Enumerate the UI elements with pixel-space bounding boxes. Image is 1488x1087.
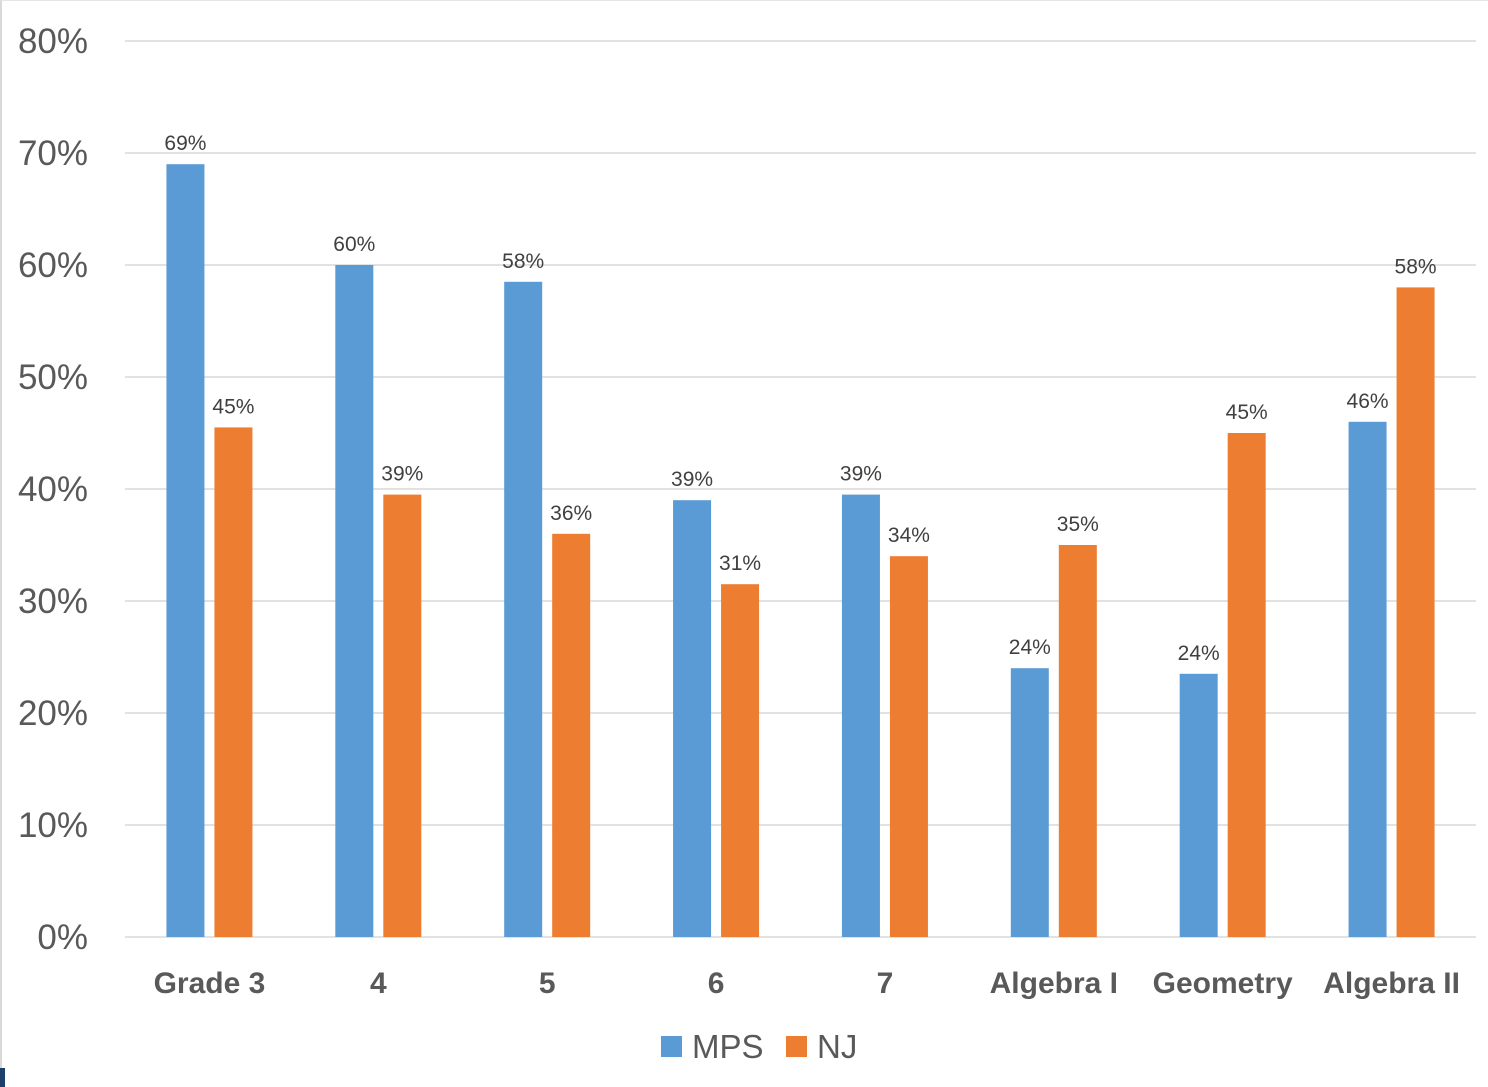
bar-mps xyxy=(673,500,712,937)
data-label: 39% xyxy=(671,468,713,491)
x-tick-label: 7 xyxy=(877,967,894,1000)
bar-nj xyxy=(383,494,422,937)
data-label: 39% xyxy=(381,463,423,486)
x-tick-label: Geometry xyxy=(1153,967,1293,1000)
data-label: 24% xyxy=(1009,636,1051,659)
y-axis-ticks: 0% 10% 20% 30% 40% 50% 60% 70% 80% xyxy=(18,22,88,957)
data-label: 36% xyxy=(550,502,592,525)
bar-mps xyxy=(1010,668,1049,937)
x-tick-label: Algebra II xyxy=(1323,967,1460,1000)
x-tick-label: 6 xyxy=(708,967,725,1000)
data-label: 34% xyxy=(888,524,930,547)
x-tick-label: Grade 3 xyxy=(154,967,266,1000)
y-tick-label: 40% xyxy=(18,470,88,509)
bar-nj xyxy=(889,556,928,937)
x-tick-label: 5 xyxy=(539,967,556,1000)
legend-swatch-nj xyxy=(786,1036,807,1057)
corner-accent xyxy=(0,1068,5,1087)
data-labels: 69% 45% 60% 39% 58% 36% 39% 31% 39% 34% 24% 35% 24% 4… xyxy=(164,132,1436,665)
x-axis-ticks: Grade 3 4 5 6 7 Algebra I Geometry Algebra II xyxy=(154,967,1460,1000)
bar-mps xyxy=(504,281,543,937)
bar-nj xyxy=(214,427,253,937)
data-label: 35% xyxy=(1057,513,1099,536)
bar-mps xyxy=(1179,673,1218,937)
data-label: 39% xyxy=(840,463,882,486)
legend: MPS NJ xyxy=(661,1028,857,1065)
y-tick-label: 10% xyxy=(18,806,88,845)
y-tick-label: 80% xyxy=(18,22,88,61)
data-label: 45% xyxy=(1226,401,1268,424)
y-tick-label: 20% xyxy=(18,694,88,733)
y-tick-label: 0% xyxy=(37,918,88,957)
bar-mps xyxy=(1348,421,1387,937)
bar-nj xyxy=(1058,545,1097,937)
bar-nj xyxy=(1227,433,1266,937)
y-tick-label: 50% xyxy=(18,358,88,397)
gridlines xyxy=(125,40,1476,938)
data-label: 69% xyxy=(164,132,206,155)
bar-mps xyxy=(841,494,880,937)
data-label: 58% xyxy=(1395,255,1437,278)
y-tick-label: 30% xyxy=(18,582,88,621)
bar-mps xyxy=(335,265,374,937)
legend-swatch-mps xyxy=(661,1036,682,1057)
data-label: 31% xyxy=(719,552,761,575)
data-label: 60% xyxy=(333,233,375,256)
data-label: 58% xyxy=(502,250,544,273)
y-tick-label: 60% xyxy=(18,246,88,285)
data-label: 45% xyxy=(212,395,254,418)
bar-nj xyxy=(552,533,591,937)
bar-mps xyxy=(166,164,205,937)
bar-nj xyxy=(1396,287,1435,937)
data-label: 46% xyxy=(1347,390,1389,413)
y-tick-label: 70% xyxy=(18,134,88,173)
legend-label-nj: NJ xyxy=(817,1028,857,1065)
data-label: 24% xyxy=(1178,642,1220,665)
x-tick-label: Algebra I xyxy=(990,967,1118,1000)
bars xyxy=(166,164,1435,937)
x-tick-label: 4 xyxy=(370,967,387,1000)
bar-nj xyxy=(721,584,760,937)
legend-label-mps: MPS xyxy=(692,1028,764,1065)
